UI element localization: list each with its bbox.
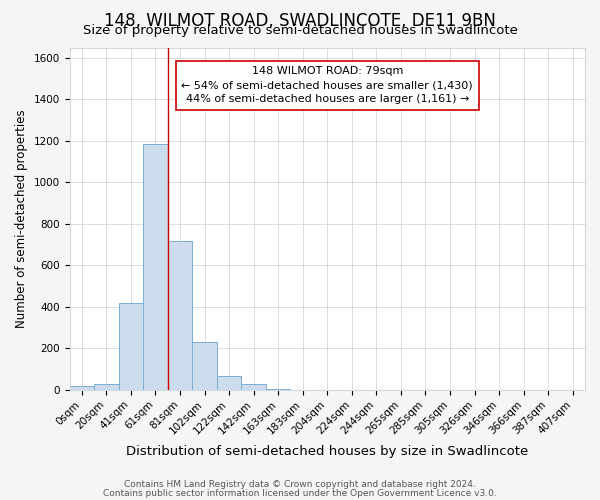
Text: Size of property relative to semi-detached houses in Swadlincote: Size of property relative to semi-detach… bbox=[83, 24, 517, 37]
Bar bbox=[266, 388, 290, 390]
Bar bbox=[70, 386, 94, 390]
Bar bbox=[217, 376, 241, 390]
X-axis label: Distribution of semi-detached houses by size in Swadlincote: Distribution of semi-detached houses by … bbox=[126, 444, 529, 458]
Bar bbox=[119, 302, 143, 390]
Bar bbox=[94, 384, 119, 390]
Bar bbox=[168, 242, 192, 390]
Y-axis label: Number of semi-detached properties: Number of semi-detached properties bbox=[15, 109, 28, 328]
Bar bbox=[192, 342, 217, 390]
Bar bbox=[241, 384, 266, 390]
Text: Contains public sector information licensed under the Open Government Licence v3: Contains public sector information licen… bbox=[103, 488, 497, 498]
Text: 148 WILMOT ROAD: 79sqm
← 54% of semi-detached houses are smaller (1,430)
44% of : 148 WILMOT ROAD: 79sqm ← 54% of semi-det… bbox=[181, 66, 473, 104]
Text: 148, WILMOT ROAD, SWADLINCOTE, DE11 9BN: 148, WILMOT ROAD, SWADLINCOTE, DE11 9BN bbox=[104, 12, 496, 30]
Text: Contains HM Land Registry data © Crown copyright and database right 2024.: Contains HM Land Registry data © Crown c… bbox=[124, 480, 476, 489]
Bar bbox=[143, 144, 168, 390]
